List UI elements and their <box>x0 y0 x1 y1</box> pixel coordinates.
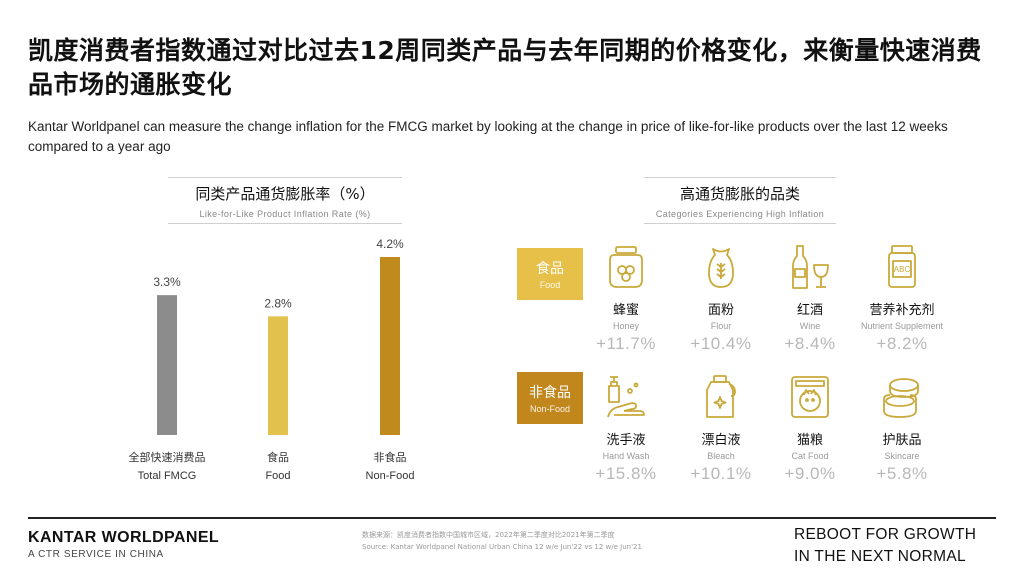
bleach-label: 漂白液 <box>701 433 741 448</box>
category-label-cn: 食品 <box>267 450 289 464</box>
supplement-bottle-icon: ABC <box>878 243 926 291</box>
footer-divider <box>28 517 996 519</box>
wine-label: 红酒 <box>796 303 823 318</box>
source-note-en: Source: Kantar Worldpanel National Urban… <box>362 543 642 551</box>
non-food-category-label: 非食品 <box>529 385 571 401</box>
page-subtitle: Kantar Worldpanel can measure the change… <box>28 119 948 154</box>
bleach-label-en: Bleach <box>707 451 735 461</box>
category-bleach: 漂白液 Bleach +10.1% <box>666 373 776 484</box>
honey-label: 蜂蜜 <box>612 303 639 318</box>
bar-total-fmcg <box>157 295 177 435</box>
supplement-label-en: Nutrient Supplement <box>860 321 944 331</box>
skincare-jar-icon <box>878 373 926 421</box>
bleach-bottle-icon <box>697 373 745 421</box>
honey-jar-icon <box>602 243 650 291</box>
category-nutrient-supplement: ABC 营养补充剂 Nutrient Supplement +8.2% <box>847 243 957 354</box>
cat-food-label: 猫粮 <box>796 433 823 448</box>
honey-label-en: Honey <box>612 321 639 331</box>
flour-label: 面粉 <box>707 303 734 318</box>
category-hand-wash: 洗手液 Hand Wash +15.8% <box>571 373 681 484</box>
inflation-rate-title: 同类产品通货膨胀率（%） <box>195 185 375 203</box>
bar-value-label: 3.3% <box>153 275 181 289</box>
flour-label-en: Flour <box>710 321 732 331</box>
source-note-cn: 数据来源：凯度消费者指数中国城市区域，2022年第二季度对比2021年第二季度 <box>362 531 615 539</box>
slogan-line-2: IN THE NEXT NORMAL <box>794 548 966 565</box>
brand-subtitle: A CTR SERVICE IN CHINA <box>28 549 164 560</box>
slogan-line-1: REBOOT FOR GROWTH <box>794 526 977 543</box>
hand-wash-label-en: Hand Wash <box>602 451 650 461</box>
category-label-en: Total FMCG <box>138 470 197 482</box>
category-label-cn: 非食品 <box>374 450 407 464</box>
inflation-bar-chart: 3.3% 全部快速消费品 Total FMCG 2.8% 食品 Food 4.2% 非食品 No… <box>129 237 415 482</box>
high-inflation-title-en: Categories Experiencing High Inflation <box>655 209 825 219</box>
category-cat-food: 猫粮 Cat Food +9.0% <box>755 373 865 484</box>
category-honey: 蜂蜜 Honey +11.7% <box>571 243 681 354</box>
skincare-label-en: Skincare <box>884 451 920 461</box>
svg-text:ABC: ABC <box>894 265 911 274</box>
cat-food-icon <box>786 373 834 421</box>
category-wine: 红酒 Wine +8.4% <box>755 243 865 354</box>
category-label-cn: 全部快速消费品 <box>129 450 206 464</box>
inflation-rate-header: 同类产品通货膨胀率（%） Like-for-Like Product Infla… <box>160 183 410 219</box>
high-inflation-title: 高通货膨胀的品类 <box>679 185 800 203</box>
page-title: 凯度消费者指数通过对比过去12周同类产品与去年同期的价格变化，来衡量快速消费品市… <box>28 36 982 99</box>
supplement-inflation-value: +8.2% <box>876 334 928 353</box>
left-header-top-rule <box>168 177 402 178</box>
bar-value-label: 4.2% <box>376 237 404 251</box>
food-category-label-en: Food <box>539 280 561 290</box>
high-inflation-header: 高通货膨胀的品类 Categories Experiencing High In… <box>630 183 850 219</box>
wine-icon <box>786 243 834 291</box>
food-category-box: 食品 Food <box>517 248 583 300</box>
bar-value-label: 2.8% <box>264 296 292 310</box>
hand-wash-icon <box>602 373 650 421</box>
wine-inflation-value: +8.4% <box>784 334 836 353</box>
category-label-en: Non-Food <box>366 470 415 482</box>
hand-wash-label: 洗手液 <box>606 433 646 448</box>
hand-wash-inflation-value: +15.8% <box>595 464 657 483</box>
cat-food-label-en: Cat Food <box>791 451 829 461</box>
bar-food <box>268 316 288 435</box>
wine-label-en: Wine <box>799 321 821 331</box>
food-category-label: 食品 <box>536 261 564 277</box>
category-flour: 面粉 Flour +10.4% <box>666 243 776 354</box>
slogan: REBOOT FOR GROWTH IN THE NEXT NORMAL <box>794 524 976 568</box>
non-food-category-box: 非食品 Non-Food <box>517 372 583 424</box>
flour-sack-icon <box>697 243 745 291</box>
honey-inflation-value: +11.7% <box>596 334 656 353</box>
skincare-label: 护肤品 <box>882 433 922 448</box>
non-food-category-label-en: Non-Food <box>529 404 571 414</box>
skincare-inflation-value: +5.8% <box>876 464 928 483</box>
supplement-label: 营养补充剂 <box>869 303 935 318</box>
bleach-inflation-value: +10.1% <box>690 464 752 483</box>
right-header-top-rule <box>644 177 836 178</box>
source-note: 数据来源：凯度消费者指数中国城市区域，2022年第二季度对比2021年第二季度 … <box>362 529 782 553</box>
category-label-en: Food <box>265 470 290 482</box>
category-skincare: 护肤品 Skincare +5.8% <box>847 373 957 484</box>
flour-inflation-value: +10.4% <box>690 334 752 353</box>
right-header-bottom-rule <box>644 223 836 224</box>
left-header-bottom-rule <box>168 223 402 224</box>
kantar-worldpanel-logo: KANTAR WORLDPANEL <box>28 529 220 546</box>
inflation-rate-title-en: Like-for-Like Product Inflation Rate (%) <box>199 209 371 219</box>
cat-food-inflation-value: +9.0% <box>784 464 836 483</box>
bar-non-food <box>380 257 400 435</box>
